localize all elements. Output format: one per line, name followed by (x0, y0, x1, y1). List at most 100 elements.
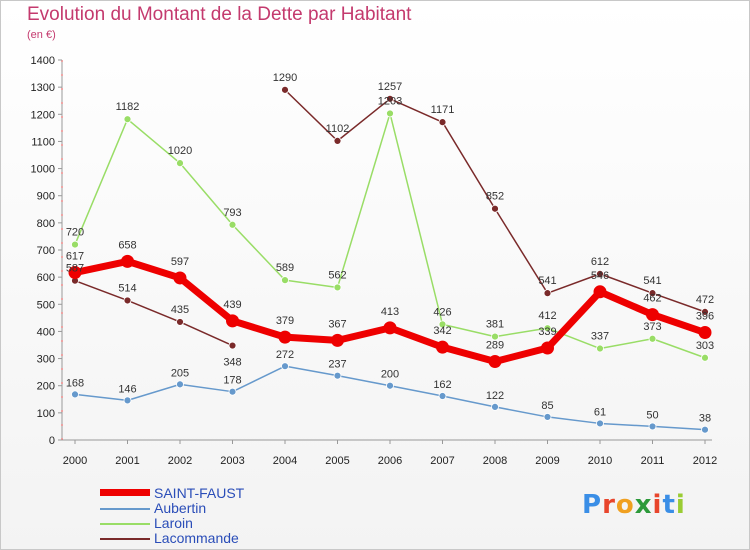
data-label-saint-faust: 439 (223, 299, 241, 311)
point-aubertin (176, 380, 184, 389)
data-label-lacommande: 612 (591, 256, 609, 268)
data-label-saint-faust: 367 (328, 318, 346, 330)
point-saint-faust (68, 266, 82, 280)
data-label-lacommande: 587 (66, 263, 84, 275)
x-tick-label: 2003 (220, 455, 244, 467)
point-saint-faust (121, 254, 134, 268)
legend-label: Laroin (154, 515, 193, 531)
data-label-saint-faust: 396 (696, 311, 714, 323)
logo-letter: o (615, 490, 635, 520)
legend-label: Lacommande (154, 530, 239, 546)
y-tick-label: 300 (37, 354, 55, 366)
point-aubertin (281, 362, 289, 371)
data-label-aubertin: 38 (699, 413, 711, 425)
logo-letter: t (662, 490, 676, 520)
legend-swatch-aubertin (100, 508, 150, 510)
point-saint-faust (646, 308, 659, 322)
data-label-laroin: 562 (328, 269, 346, 281)
y-tick-label: 500 (37, 299, 55, 311)
logo-letter: i (652, 490, 663, 520)
x-tick-label: 2008 (483, 455, 507, 467)
legend-label: Aubertin (154, 500, 207, 516)
legend-swatch-laroin (100, 523, 150, 525)
point-laroin (71, 240, 79, 249)
series-line-lacommande (74, 279, 234, 347)
point-lacommande (281, 85, 289, 94)
point-saint-faust (383, 321, 397, 335)
point-aubertin (228, 387, 237, 396)
data-label-aubertin: 200 (381, 369, 399, 381)
point-laroin (386, 109, 394, 118)
point-laroin (176, 159, 184, 168)
data-label-aubertin: 162 (433, 379, 451, 391)
point-saint-faust (436, 340, 449, 354)
data-label-laroin: 589 (276, 262, 294, 274)
data-label-laroin: 381 (486, 319, 504, 331)
data-label-lacommande: 1102 (326, 123, 350, 135)
data-label-laroin: 426 (433, 306, 451, 318)
data-label-lacommande: 541 (643, 275, 661, 287)
y-tick-label: 900 (37, 191, 55, 203)
y-tick-label: 800 (37, 218, 55, 230)
point-saint-faust (698, 326, 712, 340)
data-label-lacommande: 1290 (273, 72, 297, 84)
point-lacommande (386, 94, 394, 103)
point-saint-faust (226, 314, 239, 328)
data-label-lacommande: 541 (538, 275, 556, 287)
logo-letter: i (675, 490, 686, 520)
point-aubertin (386, 381, 394, 390)
point-aubertin (333, 371, 342, 380)
point-lacommande (228, 341, 237, 350)
legend-label: SAINT-FAUST (154, 485, 245, 501)
point-aubertin (491, 402, 499, 411)
y-tick-label: 1100 (31, 136, 55, 148)
point-laroin (333, 283, 342, 292)
point-lacommande (701, 307, 709, 316)
data-label-saint-faust: 379 (276, 315, 294, 327)
data-label-saint-faust: 597 (171, 256, 189, 268)
logo-letter: P (582, 490, 603, 520)
y-tick-label: 0 (49, 435, 55, 447)
data-label-laroin: 720 (66, 227, 84, 239)
y-tick-label: 200 (37, 381, 55, 393)
logo-letter: r (602, 490, 616, 520)
x-tick-label: 2012 (693, 455, 717, 467)
data-label-lacommande: 435 (171, 304, 189, 316)
point-lacommande (648, 289, 657, 298)
x-tick-label: 2007 (430, 455, 454, 467)
data-label-aubertin: 205 (171, 367, 189, 379)
point-laroin (543, 324, 552, 333)
x-tick-label: 2001 (115, 455, 139, 467)
point-lacommande (543, 289, 552, 298)
point-laroin (438, 320, 447, 329)
legend-swatch-saint-faust (100, 489, 150, 496)
point-laroin (228, 220, 237, 229)
y-tick-label: 1000 (31, 164, 55, 176)
y-tick-label: 1200 (31, 109, 55, 121)
point-aubertin (648, 422, 657, 431)
point-laroin (491, 332, 499, 341)
data-label-lacommande: 348 (223, 357, 241, 369)
data-label-aubertin: 122 (486, 390, 504, 402)
x-tick-label: 2009 (535, 455, 559, 467)
data-label-laroin: 1020 (168, 145, 192, 157)
point-laroin (648, 334, 657, 343)
point-lacommande (176, 318, 184, 326)
chart-subtitle: (en €) (27, 29, 56, 41)
data-label-lacommande: 1257 (378, 81, 402, 93)
y-tick-label: 700 (37, 245, 55, 257)
point-laroin (123, 115, 132, 124)
point-aubertin (596, 419, 604, 428)
y-tick-label: 1300 (31, 82, 55, 94)
point-laroin (596, 344, 604, 353)
y-tick-label: 100 (37, 408, 55, 420)
point-aubertin (438, 392, 447, 400)
y-tick-label: 600 (37, 272, 55, 284)
point-saint-faust (278, 330, 292, 344)
data-label-laroin: 1203 (378, 95, 402, 107)
data-label-saint-faust: 342 (433, 325, 451, 337)
data-label-laroin: 1182 (116, 101, 140, 113)
chart-title: Evolution du Montant de la Dette par Hab… (27, 4, 412, 25)
point-aubertin (543, 413, 552, 421)
